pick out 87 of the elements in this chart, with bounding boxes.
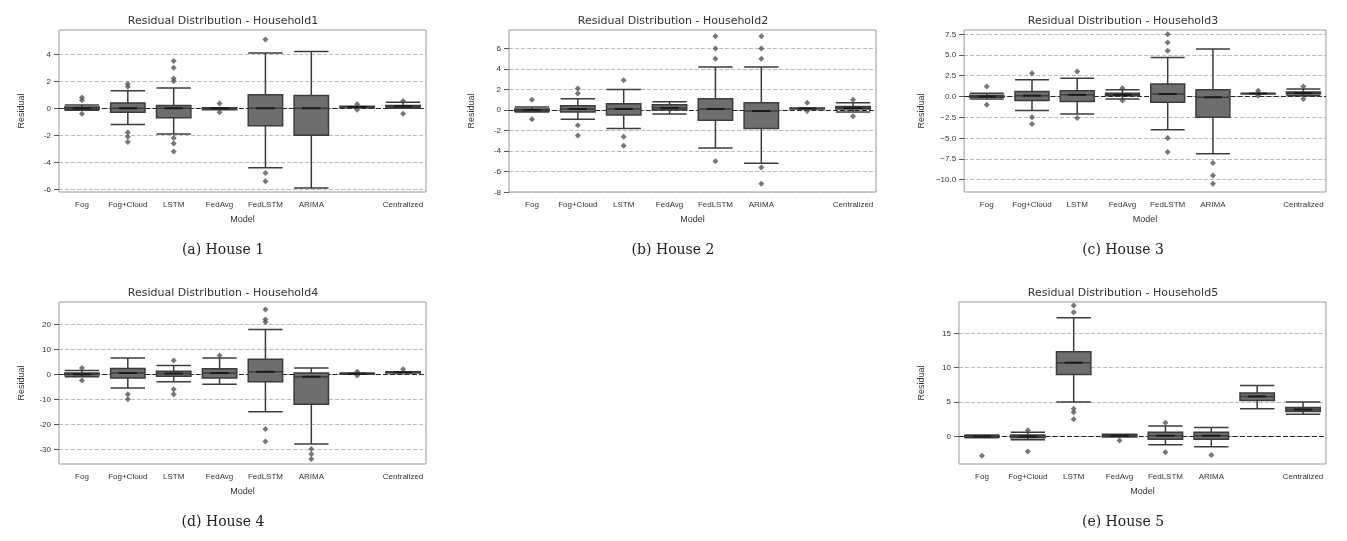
x-tick-label: Fog [979, 199, 994, 209]
y-tick-label: 0 [46, 369, 52, 379]
y-tick-label: -4 [43, 157, 52, 167]
y-tick-label: 10 [42, 344, 52, 354]
x-tick-label: ARIMA [1198, 471, 1225, 481]
x-tick-label: FedLSTM [1147, 471, 1184, 481]
y-axis-title: Residual [915, 93, 926, 129]
x-tick-label: FedAvg [205, 471, 234, 481]
text: (d) House 4 [181, 513, 265, 529]
x-axis-title: Model [230, 485, 255, 496]
y-axis-title: Residual [15, 365, 26, 401]
x-tick-label: Centralized [382, 471, 424, 481]
y-axis-title: Residual [15, 93, 26, 129]
y-tick-label: −7.5 [940, 154, 957, 164]
y-tick-label: 4 [46, 49, 52, 59]
text: (c) House 3 [1082, 241, 1164, 257]
y-tick-label: -10 [39, 394, 52, 404]
y-tick-label: −2.5 [940, 112, 957, 122]
x-tick-label: ARIMA [748, 199, 775, 209]
x-tick-label: Fog+Cloud [108, 471, 148, 481]
x-tick-label: Centralized [1283, 199, 1324, 209]
x-tick-label: FedAvg [205, 199, 234, 209]
x-axis-title: Model [230, 213, 255, 224]
y-tick-label: 10 [942, 362, 952, 372]
x-tick-label: Centralized [382, 199, 424, 209]
x-tick-label: Fog+Cloud [1008, 471, 1048, 481]
x-tick-label: Fog [75, 471, 89, 481]
x-tick-label: FedLSTM [697, 199, 734, 209]
x-tick-label: Fog+Cloud [558, 199, 598, 209]
x-tick-label: LSTM [613, 199, 635, 209]
y-axis-title: Residual [465, 93, 476, 129]
y-tick-label: -30 [39, 444, 52, 454]
x-axis-title: Model [1132, 213, 1158, 224]
y-tick-label: -4 [493, 146, 502, 156]
y-tick-label: 0.0 [945, 91, 957, 101]
x-tick-label: Centralized [832, 199, 874, 209]
x-tick-label: LSTM [163, 199, 185, 209]
y-tick-label: -6 [43, 184, 52, 194]
x-tick-label: Fog [75, 199, 89, 209]
text: (b) House 2 [631, 241, 715, 257]
x-tick-label: FedAvg [655, 199, 684, 209]
y-tick-label: 20 [42, 319, 52, 329]
y-tick-label: 0 [46, 103, 52, 113]
y-tick-label: 2 [46, 76, 52, 86]
x-tick-label: LSTM [163, 471, 185, 481]
y-axis-title: Residual [915, 365, 926, 401]
y-tick-label: -6 [493, 166, 502, 176]
y-tick-label: 0 [496, 105, 502, 115]
chart-title: Residual Distribution - Household1 [127, 14, 319, 27]
x-tick-label: FedAvg [1108, 199, 1137, 209]
y-tick-label: 15 [942, 328, 952, 338]
chart-title: Residual Distribution - Household4 [127, 286, 319, 299]
chart-title: Residual Distribution - Household5 [1027, 286, 1219, 299]
x-tick-label: FedLSTM [1150, 199, 1186, 209]
y-tick-label: 5.0 [945, 50, 957, 60]
x-tick-label: Fog+Cloud [1012, 199, 1052, 209]
x-tick-label: ARIMA [298, 199, 325, 209]
x-tick-label: Fog [975, 471, 989, 481]
chart-title: Residual Distribution - Household2 [577, 14, 769, 27]
x-axis-title: Model [1130, 485, 1155, 496]
x-tick-label: Centralized [1282, 471, 1324, 481]
chart-title: Residual Distribution - Household3 [1027, 14, 1219, 27]
y-tick-label: 4 [496, 64, 502, 74]
x-tick-label: ARIMA [1200, 199, 1227, 209]
x-tick-label: LSTM [1063, 471, 1085, 481]
y-tick-label: -8 [493, 187, 502, 197]
y-tick-label: 6 [496, 43, 502, 53]
y-tick-label: 0 [946, 431, 952, 441]
x-tick-label: Fog [525, 199, 539, 209]
y-tick-label: −5.0 [940, 133, 957, 143]
x-tick-label: ARIMA [298, 471, 325, 481]
y-tick-label: 7.5 [945, 29, 957, 39]
x-tick-label: FedLSTM [247, 199, 284, 209]
y-tick-label: 2.5 [945, 71, 957, 81]
y-tick-label: 5 [946, 397, 952, 407]
y-tick-label: -2 [43, 130, 52, 140]
x-tick-label: FedLSTM [247, 471, 284, 481]
y-tick-label: 2 [496, 84, 502, 94]
y-tick-label: -20 [39, 419, 52, 429]
x-tick-label: LSTM [1066, 199, 1089, 209]
text: (a) House 1 [181, 241, 265, 257]
x-tick-label: FedAvg [1105, 471, 1134, 481]
text: (e) House 5 [1081, 513, 1165, 529]
y-tick-label: −10.0 [935, 175, 957, 185]
x-axis-title: Model [680, 213, 705, 224]
x-tick-label: Fog+Cloud [108, 199, 148, 209]
y-tick-label: -2 [493, 125, 502, 135]
